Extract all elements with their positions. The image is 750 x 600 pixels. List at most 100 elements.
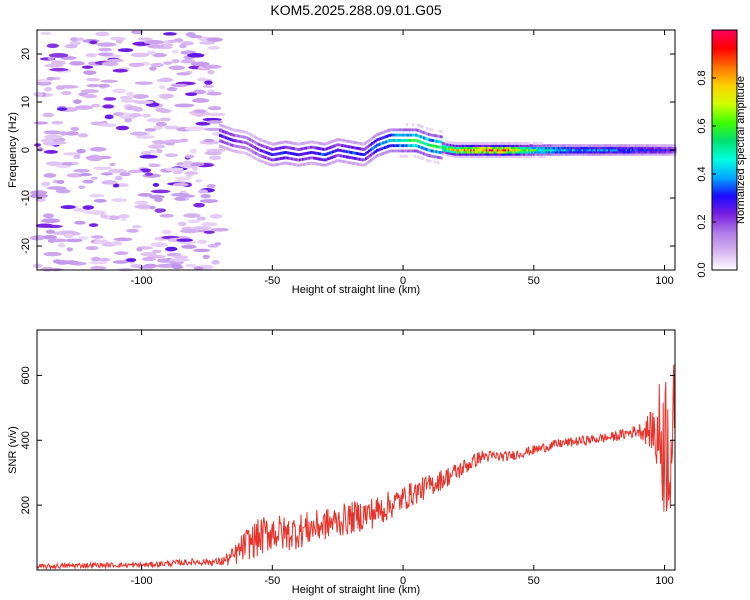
spectrogram-cell [74,105,94,110]
spectrogram-cell [455,146,459,150]
spectrogram-cell [220,134,224,138]
spectrogram-cell [404,149,407,153]
spectrogram-cell [41,266,55,272]
spectrogram-cell [208,106,222,111]
spectrogram-cell [650,152,653,156]
spectrogram-cell [41,138,54,143]
spectrogram-cell [488,150,492,154]
spectrogram-cell [366,161,369,165]
spectrogram-cell [55,260,69,265]
spectrogram-cell [670,152,674,156]
spectrogram-cell [203,84,214,89]
spectrogram-cell [595,148,598,152]
spectrogram-cell [631,146,635,150]
spectrogram-cell [413,139,416,142]
spectrogram-cell [333,144,336,148]
spectrogram-cell [667,148,671,152]
spectrogram-cell [603,146,606,150]
spectrogram-cell [313,140,316,144]
spectrogram-cell [463,144,467,148]
spectrogram-cell [152,53,167,58]
spectrogram-cell [78,173,93,177]
spectrogram-cell [302,157,305,161]
spectrogram-cell [236,145,239,148]
spectrogram-cell [540,148,544,152]
spectrogram-cell [581,152,584,156]
spectrogram-cell [557,148,561,152]
spectrogram-cell [394,128,398,132]
spectrogram-cell [159,213,174,218]
spectrogram-cell [619,148,622,152]
spectrogram-cell [509,150,512,154]
spectrogram-cell [51,121,64,125]
spectrogram-cell [664,144,667,148]
spectrogram-cell [509,144,512,148]
spectrogram-cell [518,155,522,158]
spectrogram-cell [499,144,503,148]
spectrogram-cell [278,141,282,145]
spectrogram-cell [104,114,114,120]
spectrogram-cell [82,179,95,184]
spectrogram-cell [269,157,272,161]
spectrogram-cell [42,234,57,240]
spectrogram-cell [237,150,241,154]
spectrogram-cell [165,139,185,144]
spectrogram-cell [316,141,319,145]
spectrogram-cell [451,141,454,145]
spectrogram-cell [572,144,575,148]
spectrogram-cell [481,142,484,145]
spectrogram-cell [418,140,421,143]
spectrogram-cell [164,153,178,158]
spectrogram-cell [644,150,647,154]
spectrogram-cell [344,160,347,164]
spectrogram-cell [568,144,572,148]
spectrogram-cell [339,149,343,152]
spectrogram-cell [468,148,471,152]
spectrogram-cell [625,146,628,150]
spectrogram-cell [652,150,655,154]
spectrogram-cell [515,144,518,148]
spectrogram-cell [219,123,222,127]
spectrogram-cell [449,154,453,158]
spectrogram-cell [473,146,476,150]
spectrogram-cell [236,129,239,133]
spectrogram-cell [288,141,291,144]
colorbar-tick-label: 0.4 [696,166,708,181]
spectrogram-cell [306,146,310,150]
spectrogram-cell [484,146,487,150]
spectrogram-cell [540,144,544,148]
spectrogram-cell [501,148,504,152]
spectrogram-cell [355,146,358,150]
spectrogram-cell [222,135,225,139]
spectrogram-cell [294,163,297,167]
spectrogram-cell [506,150,509,154]
spectrogram-cell [540,142,544,145]
spectrogram-cell [289,141,293,145]
spectrogram-cell [401,154,404,158]
spectrogram-cell [270,147,274,151]
spectrogram-cell [151,249,162,254]
spectrogram-cell [155,121,167,127]
spectrogram-cell [630,150,633,154]
spectrogram-cell [317,147,321,150]
spectrogram-cell [379,137,382,141]
spectrogram-cell [573,144,576,148]
spectrogram-cell [485,142,489,145]
spectrogram-cell [661,150,664,154]
spectrogram-cell [444,142,448,146]
spectrogram-cell [240,130,244,133]
spectrogram-cell [377,143,380,147]
spectrogram-cell [408,139,412,142]
figure-title: KOM5.2025.288.09.01.G05 [270,2,441,18]
spectrogram-cell [551,148,555,152]
spectrogram-cell [336,148,340,152]
spectrogram-cell [97,83,111,88]
spectrogram-cell [597,148,600,152]
spectrogram-cell [589,148,592,152]
spectrogram-cell [463,155,467,158]
spectrogram-cell [416,123,420,127]
spectrogram-cell [52,138,61,143]
spectrogram-cell [327,152,330,155]
spectrogram-cell [550,146,553,150]
spectrogram-cell [424,153,427,156]
